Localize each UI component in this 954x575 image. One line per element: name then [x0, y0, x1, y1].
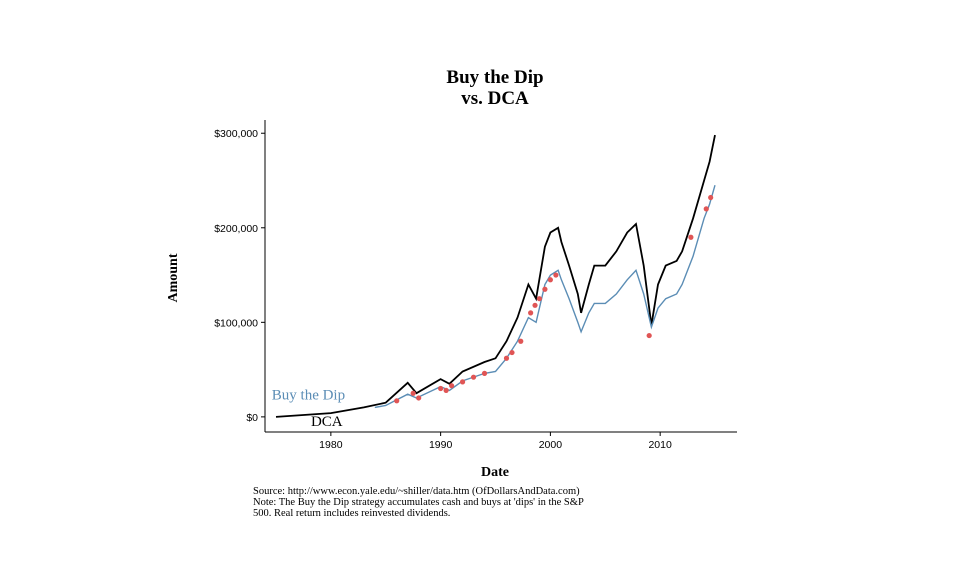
- dip-point: [542, 286, 548, 292]
- dip-point: [646, 332, 652, 339]
- x-tick-label: 2000: [539, 439, 563, 451]
- dip-point: [459, 379, 466, 385]
- dip-point: [443, 387, 449, 393]
- dip-point: [416, 395, 422, 401]
- series-line: [275, 134, 716, 418]
- chart-title: vs. DCA: [461, 88, 529, 109]
- series-label: DCA: [311, 414, 343, 430]
- dip-point: [449, 383, 455, 389]
- dip-point: [503, 355, 510, 361]
- dip-point: [703, 206, 709, 212]
- x-tick-label: 2010: [648, 439, 672, 451]
- series-line: [374, 185, 716, 409]
- dip-point: [553, 272, 559, 278]
- dip-point: [532, 302, 538, 308]
- dip-point: [470, 374, 477, 380]
- dip-point: [547, 277, 553, 283]
- dip-point: [518, 338, 524, 344]
- dip-point: [708, 194, 714, 201]
- dip-point: [438, 385, 444, 392]
- x-axis-label: Date: [481, 465, 509, 480]
- dip-point: [410, 390, 416, 396]
- chart-title: Buy the Dip: [446, 67, 543, 88]
- dip-point: [528, 310, 534, 316]
- y-axis-label: Amount: [166, 253, 181, 302]
- y-tick-label: $100,000: [214, 317, 258, 329]
- note: 500. Real return includes reinvested div…: [253, 508, 450, 519]
- dip-point: [536, 296, 543, 302]
- dip-point: [481, 370, 488, 376]
- note: Note: The Buy the Dip strategy accumulat…: [253, 497, 584, 508]
- dip-point: [394, 398, 400, 404]
- series-label: Buy the Dip: [272, 387, 345, 403]
- y-tick-label: $200,000: [214, 223, 258, 235]
- y-tick-label: $300,000: [214, 128, 258, 140]
- dip-point: [509, 349, 515, 356]
- x-tick-label: 1980: [319, 439, 343, 451]
- dip-point: [688, 234, 694, 240]
- note: Source: http://www.econ.yale.edu/~shille…: [253, 486, 580, 497]
- x-tick-label: 1990: [429, 439, 453, 451]
- y-tick-label: $0: [246, 412, 258, 424]
